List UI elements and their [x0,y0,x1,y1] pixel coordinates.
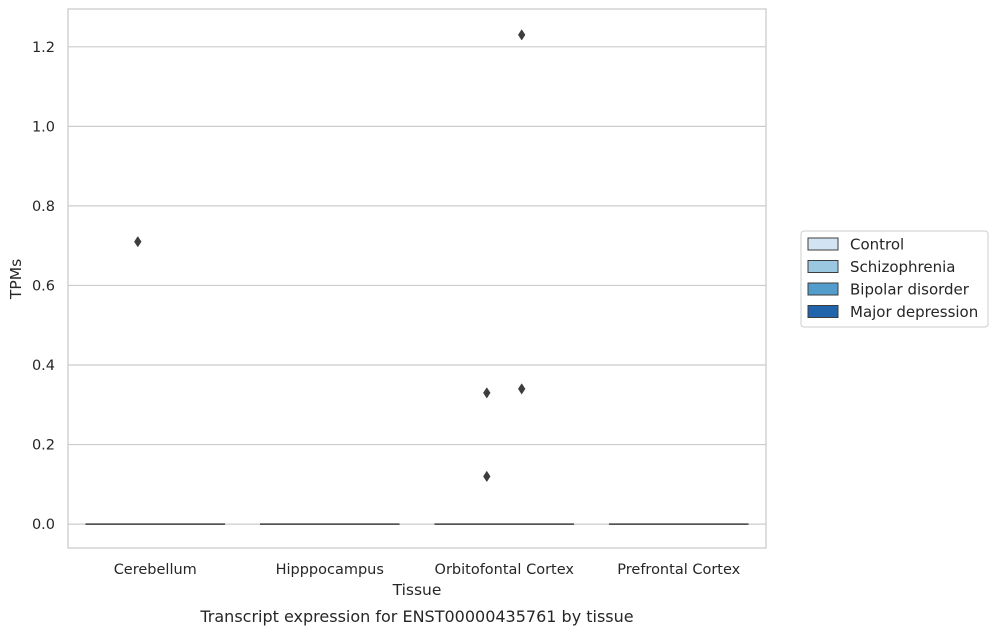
y-tick-label: 0.0 [32,517,55,533]
outlier-point [483,387,491,399]
legend-swatch [807,305,839,318]
legend-label: Control [850,236,904,254]
y-axis-label: TPMs [7,259,25,300]
x-tick-label: Orbitofontal Cortex [435,562,575,578]
grid-lines [68,46,766,525]
y-tick-label: 0.2 [32,438,55,454]
legend-label: Major depression [850,303,978,321]
outlier-point [483,470,491,483]
y-tick-label: 0.4 [32,358,55,374]
y-tick-label: 1.0 [32,119,55,135]
x-tick-label: Cerebellum [114,562,197,578]
x-tick-label: Hipppocampus [276,562,384,578]
x-tick-labels: Cerebellum Hipppocampus Orbitofontal Corte… [114,562,741,578]
plot-frame [67,8,767,549]
x-axis-label: Tissue [392,581,442,599]
legend-label: Bipolar disorder [850,281,970,299]
legend-swatch [807,260,839,273]
outlier-point [518,383,526,395]
legend-label: Schizophrenia [850,258,955,276]
legend-frame [800,230,989,328]
chart-caption: Transcript expression for ENST0000043576… [199,607,633,626]
legend-swatch [807,282,839,296]
legend-swatch [807,237,839,251]
y-tick-label: 0.8 [32,199,55,215]
outlier-point [134,236,142,248]
y-tick-label: 0.6 [32,278,55,294]
y-tick-labels: 0.0 0.2 0.4 0.6 0.8 1.0 1.2 [32,40,55,533]
x-tick-label: Prefrontal Cortex [617,562,740,578]
y-tick-label: 1.2 [32,40,55,56]
legend: Control Schizophrenia Bipolar disorder Majo… [800,230,989,328]
outlier-point [518,29,526,41]
outlier-layer [134,29,526,483]
